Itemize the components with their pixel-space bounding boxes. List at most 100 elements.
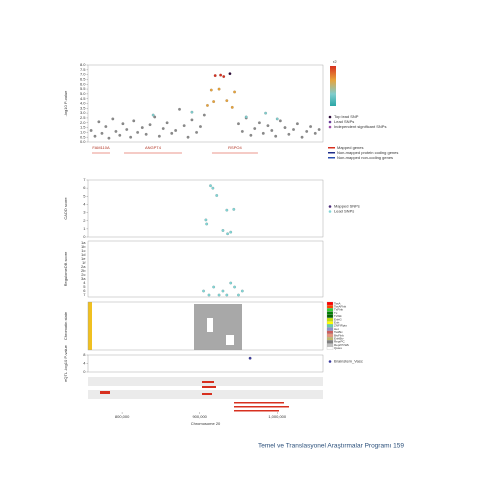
gene-label: RSPO4 bbox=[228, 145, 242, 150]
snp-point bbox=[222, 75, 226, 78]
state-swatch bbox=[326, 330, 334, 334]
snp-point bbox=[100, 131, 104, 135]
gene-model bbox=[234, 406, 289, 408]
snp-point bbox=[195, 130, 198, 134]
state-swatch bbox=[326, 311, 334, 315]
legend-swatch bbox=[328, 360, 332, 363]
y-tick-label: 0 bbox=[83, 234, 86, 239]
legend-swatch bbox=[328, 210, 332, 213]
y-tick-label: 8 bbox=[83, 352, 86, 357]
y-tick-label: 1d bbox=[81, 252, 85, 257]
snp-point bbox=[215, 194, 219, 197]
state-label: TxWk bbox=[334, 314, 342, 318]
snp-point bbox=[202, 113, 206, 117]
y-axis-label: RegulomeDB score bbox=[63, 251, 68, 286]
snp-point bbox=[233, 285, 236, 289]
y-tick-label: 6 bbox=[83, 288, 86, 293]
snp-point bbox=[204, 218, 208, 222]
snp-point bbox=[221, 289, 225, 293]
snp-point bbox=[161, 127, 165, 130]
y-tick-label: 2b bbox=[81, 268, 86, 273]
y-tick-label: 0 bbox=[83, 369, 86, 374]
snp-point bbox=[230, 105, 234, 109]
snp-point bbox=[207, 293, 211, 297]
snp-point bbox=[104, 125, 108, 128]
snp-point bbox=[237, 293, 240, 297]
y-tick-label: 0.5 bbox=[80, 134, 86, 139]
snp-point bbox=[229, 281, 233, 285]
snp-point bbox=[225, 208, 229, 212]
legend-swatch bbox=[328, 115, 332, 119]
state-swatch bbox=[326, 333, 334, 338]
y-tick-label: 1c bbox=[81, 248, 85, 253]
snp-point bbox=[202, 289, 205, 293]
state-label: TssA bbox=[334, 301, 341, 305]
snp-point bbox=[300, 135, 304, 139]
legend-label: Non-mapped non-coding genes bbox=[337, 155, 393, 160]
snp-point bbox=[199, 125, 202, 128]
panel-frame bbox=[87, 240, 324, 298]
snp-point bbox=[283, 126, 287, 129]
legend-label: Lead SNPs bbox=[334, 119, 354, 124]
snp-point bbox=[296, 122, 299, 126]
snp-point bbox=[190, 118, 194, 122]
y-tick-label: 3.5 bbox=[80, 105, 86, 110]
chromatin-block bbox=[194, 304, 242, 350]
chromatin-gap bbox=[226, 335, 234, 345]
gene-model bbox=[202, 393, 212, 395]
panel-frame bbox=[87, 179, 324, 238]
snp-point bbox=[107, 136, 111, 140]
panel-frame bbox=[87, 301, 324, 351]
y-tick-label: 1f bbox=[82, 260, 86, 265]
state-label: TxFlnk bbox=[334, 308, 344, 312]
snp-point bbox=[178, 107, 181, 111]
state-swatch bbox=[326, 340, 334, 344]
state-swatch bbox=[326, 308, 334, 312]
gene-model bbox=[202, 386, 216, 388]
y-tick-label: 1e bbox=[81, 256, 86, 261]
snp-point bbox=[264, 111, 267, 115]
snp-point bbox=[136, 130, 140, 134]
snp-point bbox=[278, 119, 282, 123]
state-swatch bbox=[326, 301, 334, 306]
gene-label: ANGPT4 bbox=[145, 145, 162, 150]
y-tick-label: 6.5 bbox=[80, 77, 86, 82]
y-tick-label: 0.0 bbox=[80, 139, 86, 144]
y-tick-label: 4 bbox=[83, 201, 86, 206]
state-swatch bbox=[326, 346, 334, 350]
state-label: ZNF/Rpts bbox=[334, 324, 347, 328]
legend-swatch bbox=[328, 147, 335, 149]
y-tick-label: 6.0 bbox=[80, 81, 86, 86]
snp-point bbox=[305, 130, 309, 133]
state-label: EnhBiv bbox=[334, 336, 344, 340]
snp-point bbox=[213, 74, 217, 77]
y-tick-label: 6 bbox=[83, 185, 86, 190]
gene-model bbox=[100, 391, 110, 394]
state-swatch bbox=[326, 327, 334, 331]
y-axis-label: eQTL -log10 P-value bbox=[63, 344, 68, 382]
snp-point bbox=[240, 289, 244, 293]
y-tick-label: 1.5 bbox=[80, 125, 86, 130]
page-footer: Temel ve Translasyonel Araştırmalar Prog… bbox=[258, 443, 404, 450]
snp-point bbox=[253, 127, 257, 130]
snp-point bbox=[157, 134, 161, 138]
legend-label: Mapped SNPs bbox=[334, 204, 360, 209]
snp-point bbox=[229, 230, 233, 234]
snp-point bbox=[240, 130, 244, 133]
legend-label: Non-mapped protein coding genes bbox=[337, 150, 398, 155]
snp-point bbox=[209, 184, 212, 188]
snp-point bbox=[170, 131, 174, 135]
legend-label: Mapped genes bbox=[337, 145, 363, 150]
panel-frame bbox=[87, 64, 324, 143]
snp-point bbox=[266, 124, 270, 128]
state-swatch bbox=[326, 305, 334, 309]
gene-label: FAM110A bbox=[92, 145, 110, 150]
snp-point bbox=[211, 186, 215, 190]
y-tick-label: 8.0 bbox=[80, 62, 86, 67]
snp-point bbox=[148, 123, 152, 127]
y-tick-label: 7 bbox=[83, 292, 86, 297]
snp-point bbox=[144, 132, 148, 136]
snp-point bbox=[228, 72, 232, 76]
y-tick-label: 5 bbox=[83, 193, 86, 198]
